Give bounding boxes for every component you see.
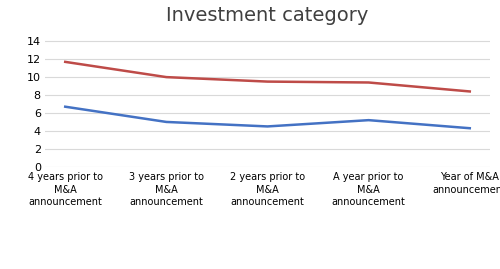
In-border [366, 81, 372, 84]
Cross-border [164, 120, 170, 123]
Line: Cross-border: Cross-border [65, 107, 470, 128]
Cross-border [62, 105, 68, 108]
Cross-border [366, 119, 372, 122]
Cross-border [467, 127, 473, 130]
In-border [264, 80, 270, 83]
Line: In-border: In-border [65, 62, 470, 91]
Title: Investment category: Investment category [166, 6, 368, 25]
Cross-border [264, 125, 270, 128]
In-border [467, 90, 473, 93]
In-border [164, 76, 170, 79]
In-border [62, 60, 68, 63]
